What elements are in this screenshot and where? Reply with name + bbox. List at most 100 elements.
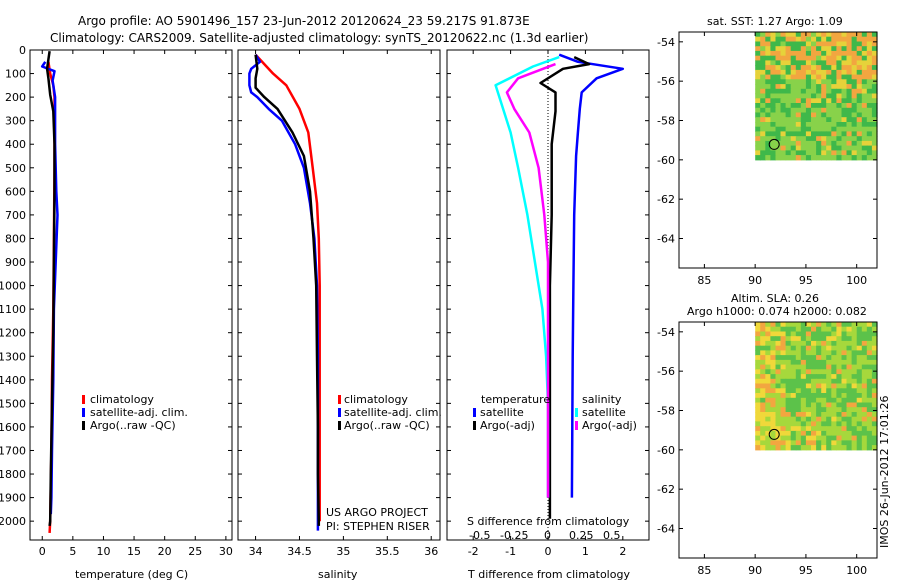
heatmap-cell [846, 36, 853, 42]
heatmap-cell [800, 107, 807, 114]
heatmap-cell [861, 41, 868, 47]
heatmap-cell [816, 326, 822, 332]
heatmap-cell [831, 98, 837, 104]
heatmap-cell [831, 364, 837, 370]
heatmap-cell [785, 430, 792, 437]
heatmap-cell [831, 336, 837, 342]
heatmap-cell [775, 345, 782, 351]
heatmap-cell [841, 326, 848, 332]
heatmap-cell [790, 126, 797, 132]
heatmap-cell [866, 32, 873, 38]
heatmap-cell [826, 107, 832, 114]
heatmap-cell [775, 402, 782, 408]
heatmap-cell [841, 50, 848, 57]
heatmap-cell [800, 426, 807, 432]
heatmap-cell [846, 407, 853, 413]
heatmap-cell [851, 393, 858, 399]
heatmap-cell [765, 350, 771, 356]
heatmap-cell [816, 388, 822, 394]
heatmap-cell [800, 412, 807, 418]
heatmap-cell [755, 350, 761, 356]
heatmap-cell [760, 103, 766, 109]
heatmap-cell [851, 41, 858, 47]
x-tick-label: 95 [799, 274, 813, 287]
sla-map-panel: Altim. SLA: 0.26 Argo h1000: 0.074 h2000… [657, 292, 878, 577]
heatmap-cell [826, 331, 832, 337]
heatmap-cell [770, 140, 777, 147]
heatmap-cell [836, 88, 843, 95]
heatmap-cell [760, 388, 766, 394]
heatmap-cell [780, 150, 787, 156]
heatmap-cell [841, 364, 848, 370]
heatmap-cell [841, 322, 848, 328]
heatmap-cell [755, 355, 761, 361]
heatmap-cell [780, 155, 787, 161]
heatmap-cell [816, 117, 822, 123]
heatmap-cell [811, 350, 817, 356]
heatmap-cell [775, 79, 782, 85]
heatmap-cell [866, 84, 873, 90]
heatmap-cell [856, 93, 863, 99]
heatmap-cell [795, 36, 802, 42]
heatmap-cell [790, 374, 797, 380]
heatmap-cell [760, 65, 766, 71]
heatmap-cell [760, 93, 766, 99]
heatmap-cell [755, 416, 761, 422]
heatmap-cell [816, 374, 822, 380]
heatmap-cell [826, 112, 832, 118]
heatmap-cell [871, 32, 878, 38]
heatmap-cell [755, 336, 761, 342]
heatmap-cell [805, 50, 812, 57]
legend-argo-label: Argo(..raw -QC) [344, 419, 430, 432]
heatmap-cell [856, 69, 863, 76]
heatmap-cell [765, 32, 771, 38]
heatmap-cell [861, 74, 868, 80]
heatmap-cell [846, 41, 853, 47]
heatmap-cell [851, 117, 858, 123]
heatmap-cell [871, 41, 878, 47]
heatmap-cell [785, 440, 792, 446]
heatmap-cell [790, 393, 797, 399]
y-tick-label: 2000 [0, 515, 26, 528]
heatmap-cell [805, 155, 812, 161]
heatmap-cell [765, 140, 771, 147]
heatmap-cell [871, 322, 878, 328]
heatmap-cell [871, 435, 878, 441]
heatmap-cell [805, 331, 812, 337]
heatmap-cell [871, 74, 878, 80]
heatmap-cell [805, 440, 812, 446]
heatmap-cell [816, 74, 822, 80]
heatmap-cell [821, 426, 827, 432]
heatmap-cell [755, 402, 761, 408]
y-tick-label: 1400 [0, 374, 26, 387]
heatmap-cell [871, 36, 878, 42]
heatmap-cell [760, 46, 766, 52]
heatmap-cell [785, 445, 792, 451]
heatmap-cell [816, 350, 822, 356]
heatmap-cell [775, 32, 782, 38]
salinity-axes [237, 49, 441, 541]
heatmap-cell [851, 140, 858, 147]
heatmap-cell [785, 345, 792, 351]
heatmap-cell [775, 140, 782, 147]
heatmap-cell [846, 60, 853, 66]
heatmap-cell [760, 150, 766, 156]
heatmap-cell [826, 355, 832, 361]
heatmap-cell [780, 69, 787, 76]
heatmap-cell [760, 107, 766, 114]
heatmap-cell [775, 430, 782, 437]
heatmap-cell [816, 46, 822, 52]
heatmap-cell [811, 50, 817, 57]
heatmap-cell [785, 98, 792, 104]
heatmap-cell [770, 407, 777, 413]
heatmap-cell [871, 60, 878, 66]
heatmap-cell [836, 355, 843, 361]
heatmap-cell [841, 41, 848, 47]
heatmap-cell [780, 336, 787, 342]
heatmap-cell [770, 336, 777, 342]
heatmap-cell [831, 435, 837, 441]
heatmap-cell [755, 345, 761, 351]
figure-title-line2: Climatology: CARS2009. Satellite-adjuste… [50, 31, 588, 45]
heatmap-cell [826, 402, 832, 408]
legend-s-argo-swatch [575, 421, 578, 430]
